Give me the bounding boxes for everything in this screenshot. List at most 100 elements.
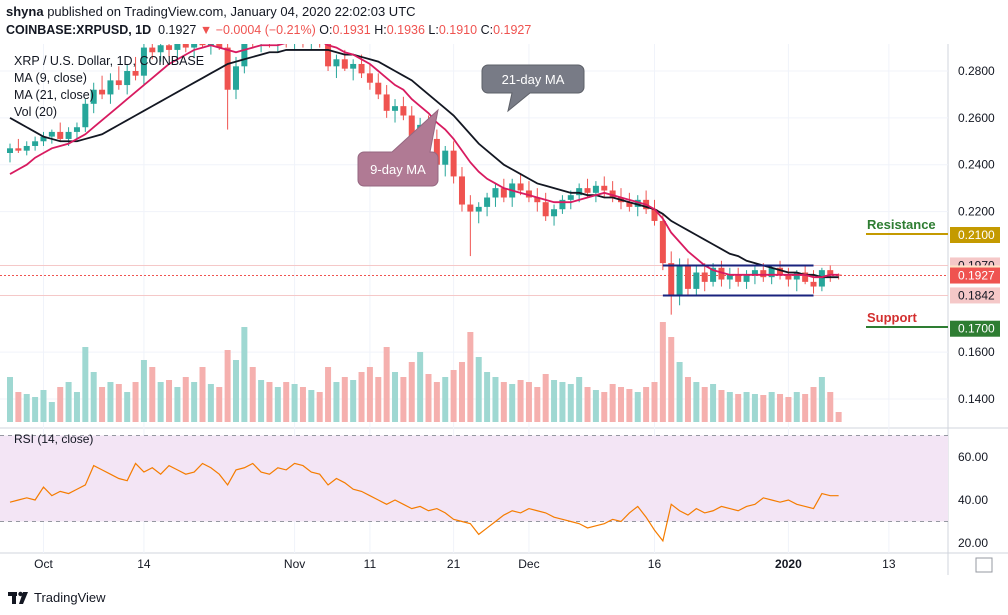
- volume-bar: [525, 382, 532, 422]
- volume-bar: [484, 372, 491, 422]
- rsi-line: [9, 462, 839, 543]
- ma9-callout: 9-day MA: [357, 108, 439, 187]
- last-price: 0.1927: [158, 23, 197, 37]
- volume-bar: [408, 362, 415, 422]
- volume-bar: [693, 382, 700, 422]
- volume-bar: [291, 384, 298, 422]
- volume-bar: [726, 392, 733, 422]
- time-tick-label: 2020: [775, 557, 802, 571]
- candle-body: [785, 274, 792, 280]
- candle-body: [710, 267, 717, 282]
- legend-volume[interactable]: Vol (20): [14, 105, 57, 119]
- volume-bar: [777, 394, 784, 422]
- candle-body: [576, 188, 583, 196]
- volume-bar: [601, 392, 608, 422]
- volume-bar: [174, 387, 181, 422]
- candle-body: [726, 274, 733, 280]
- candle-body: [827, 270, 834, 275]
- legend-ma9[interactable]: MA (9, close): [14, 71, 87, 85]
- volume-bar: [643, 387, 650, 422]
- time-axis[interactable]: Oct 14 Nov 11 21 Dec 16 2020 13: [34, 557, 896, 571]
- candle-body: [216, 40, 223, 48]
- candle-body: [132, 71, 139, 76]
- price-tick-label: 0.1400: [958, 392, 995, 406]
- candle-body: [341, 59, 348, 69]
- candle-body: [442, 150, 449, 165]
- publisher-name[interactable]: shyna: [6, 4, 44, 19]
- price-pane[interactable]: [0, 44, 948, 428]
- candle-body: [492, 188, 499, 198]
- axis-settings-icon[interactable]: [975, 557, 993, 573]
- tradingview-brand[interactable]: TradingView: [34, 590, 106, 605]
- candle-body: [450, 150, 457, 177]
- candle-body: [140, 47, 147, 76]
- candle-body: [400, 106, 407, 116]
- volume-bar: [735, 394, 742, 422]
- candle-body: [475, 206, 482, 212]
- candle-body: [149, 47, 156, 53]
- time-tick-label: 11: [364, 557, 377, 571]
- low-value: 0.1910: [438, 23, 478, 37]
- rsi-axis[interactable]: 60.00 40.00 20.00: [958, 450, 988, 550]
- chart-legend-title: XRP / U.S. Dollar, 1D, COINBASE: [14, 54, 204, 68]
- legend-ma21[interactable]: MA (21, close): [14, 88, 94, 102]
- candle-body: [174, 42, 181, 50]
- volume-bar: [417, 352, 424, 422]
- volume-bar: [827, 392, 834, 422]
- price-tag: [950, 287, 1000, 304]
- candle-body: [241, 35, 248, 67]
- open-value: 0.1931: [332, 23, 371, 37]
- candle-body: [693, 272, 700, 289]
- volume-bar: [450, 370, 457, 422]
- candle-body: [802, 272, 809, 282]
- volume-bar: [358, 372, 365, 422]
- volume-bar: [166, 380, 173, 422]
- candle-body: [810, 281, 817, 287]
- volume-bar: [107, 382, 114, 422]
- volume-bar: [274, 387, 281, 422]
- candle-body: [500, 188, 507, 198]
- candles: [7, 26, 842, 315]
- volume-bar: [492, 377, 499, 422]
- volume-bar: [559, 382, 566, 422]
- volume-bar: [509, 384, 516, 422]
- candle-body: [735, 274, 742, 282]
- tradingview-logo-icon[interactable]: [8, 589, 30, 605]
- symbol-label: COINBASE:XRPUSD, 1D: [6, 23, 152, 37]
- ma21-callout-text: 21-day MA: [502, 72, 565, 87]
- open-label: O:: [319, 23, 333, 37]
- candle-body: [768, 267, 775, 278]
- candle-body: [584, 188, 591, 193]
- volume-bar: [115, 384, 122, 422]
- volume-bar: [467, 332, 474, 422]
- time-tick-label: 21: [447, 557, 461, 571]
- candle-body: [65, 131, 72, 139]
- candle-body: [90, 89, 97, 104]
- volume-bar: [224, 350, 231, 422]
- candle-body: [191, 40, 198, 48]
- price-tag: [950, 267, 1000, 284]
- volume-bar: [684, 377, 691, 422]
- close-value: 0.1927: [493, 23, 532, 37]
- price-change: −0.0004 (−0.21%): [215, 23, 316, 37]
- candle-body: [232, 66, 239, 90]
- volume-bar: [82, 347, 89, 422]
- volume-bar: [626, 389, 633, 422]
- candle-body: [23, 145, 30, 151]
- price-tick-label: 0.2600: [958, 111, 995, 125]
- volume-bar: [618, 387, 625, 422]
- volume-bar: [23, 394, 30, 422]
- range-channel[interactable]: [662, 264, 814, 297]
- volume-bar: [551, 380, 558, 422]
- volume-bar: [534, 387, 541, 422]
- legend-rsi[interactable]: RSI (14, close): [14, 432, 93, 446]
- moving-averages: [9, 39, 839, 279]
- candle-body: [676, 265, 683, 296]
- volume-bar: [149, 367, 156, 422]
- candle-body: [551, 209, 558, 217]
- price-axis[interactable]: 0.2800 0.2600 0.2400 0.2200 0.1600 0.1400: [958, 64, 995, 406]
- ma21-callout: 21-day MA: [481, 64, 585, 113]
- candle-body: [467, 204, 474, 212]
